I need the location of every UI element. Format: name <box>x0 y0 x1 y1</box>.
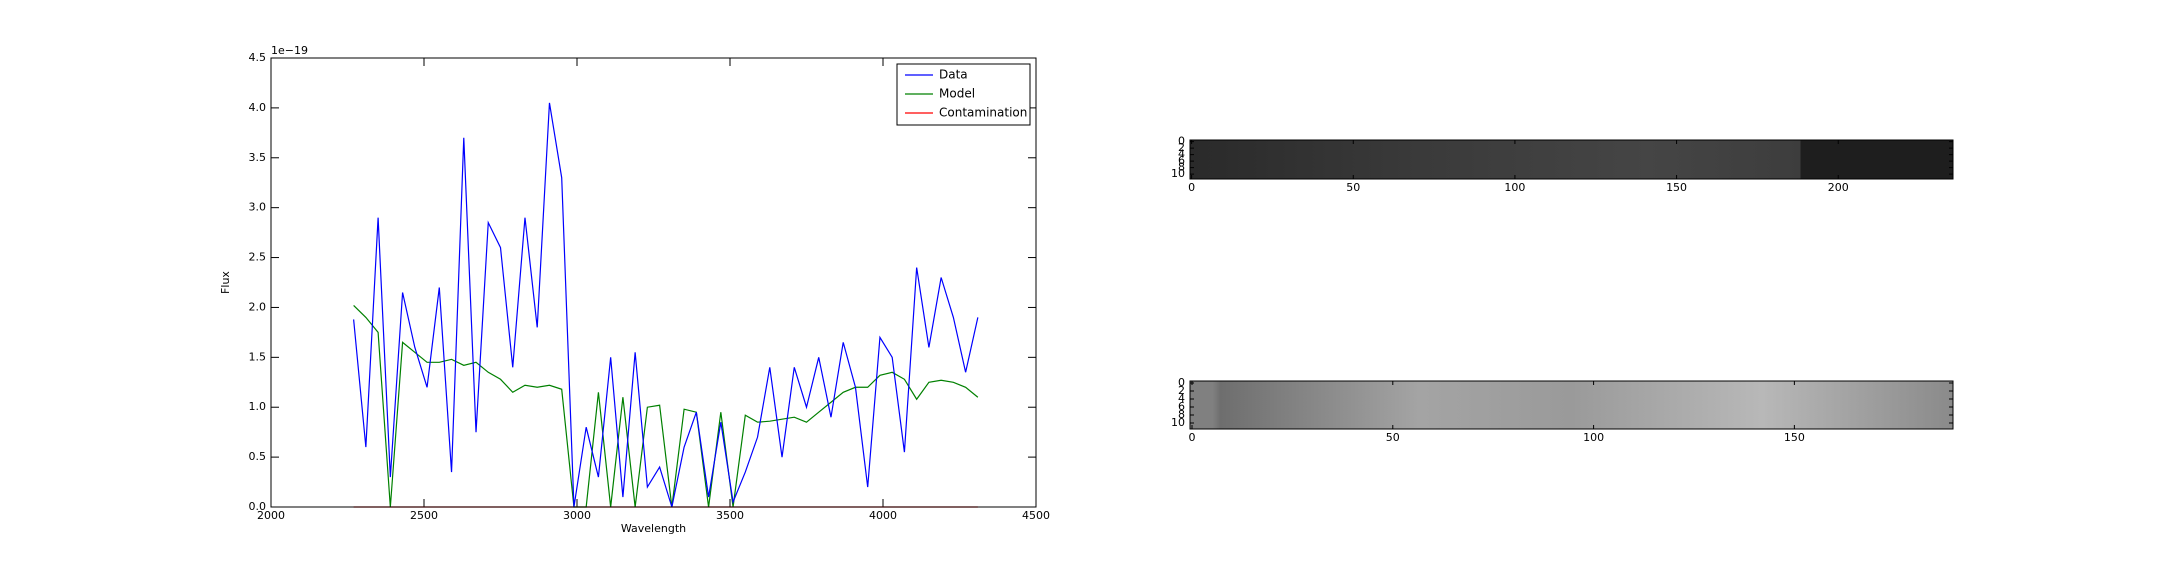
y-tick-label: 1.0 <box>249 400 267 413</box>
y-axis-label: Flux <box>219 271 232 294</box>
y-tick-label: 2 <box>1178 384 1185 397</box>
axes-frame <box>1189 139 1954 180</box>
y-tick-label: 4 <box>1178 392 1185 405</box>
legend-label: Data <box>939 68 968 82</box>
y-tick-label: 6 <box>1178 154 1185 167</box>
y-tick-label: 1.5 <box>249 350 267 363</box>
x-tick-label: 4000 <box>869 509 897 522</box>
legend-label: Contamination <box>939 106 1027 120</box>
x-tick-label: 150 <box>1784 431 1805 444</box>
y-tick-label: 0 <box>1178 135 1185 148</box>
x-tick-label: 3500 <box>716 509 744 522</box>
y-tick-label: 10 <box>1171 416 1185 429</box>
y-tick-label: 2.5 <box>249 251 267 264</box>
y-tick-label: 8 <box>1178 408 1185 421</box>
axes-frame <box>270 57 1037 508</box>
y-tick-label: 10 <box>1171 167 1185 180</box>
x-tick-label: 4500 <box>1022 509 1050 522</box>
y-offset-label: 1e−19 <box>271 44 308 57</box>
series-line <box>353 305 979 508</box>
y-tick-label: 4 <box>1178 148 1185 161</box>
y-tick-label: 3.5 <box>249 151 267 164</box>
x-tick-label: 100 <box>1583 431 1604 444</box>
x-tick-label: 50 <box>1346 181 1360 194</box>
x-tick-label: 0 <box>1189 431 1196 444</box>
y-tick-label: 0 <box>1178 376 1185 389</box>
x-axis-label: Wavelength <box>621 522 686 535</box>
y-tick-label: 6 <box>1178 400 1185 413</box>
y-tick-label: 0.5 <box>249 450 267 463</box>
x-tick-label: 50 <box>1386 431 1400 444</box>
y-tick-label: 8 <box>1178 161 1185 174</box>
y-tick-label: 2 <box>1178 141 1185 154</box>
x-tick-label: 3000 <box>563 509 591 522</box>
image-pixels <box>1190 381 1953 429</box>
series-line <box>353 102 979 508</box>
image-pixels <box>1190 140 1953 179</box>
y-tick-label: 3.0 <box>249 201 267 214</box>
x-tick-label: 150 <box>1666 181 1687 194</box>
x-tick-label: 2500 <box>410 509 438 522</box>
y-tick-label: 4.0 <box>249 101 267 114</box>
y-tick-label: 4.5 <box>249 51 267 64</box>
y-tick-label: 2.0 <box>249 300 267 313</box>
legend-label: Model <box>939 87 975 101</box>
x-tick-label: 0 <box>1188 181 1195 194</box>
axes-frame <box>1189 380 1954 430</box>
y-tick-label: 0.0 <box>249 500 267 513</box>
x-tick-label: 100 <box>1504 181 1525 194</box>
x-tick-label: 200 <box>1828 181 1849 194</box>
x-tick-label: 2000 <box>257 509 285 522</box>
